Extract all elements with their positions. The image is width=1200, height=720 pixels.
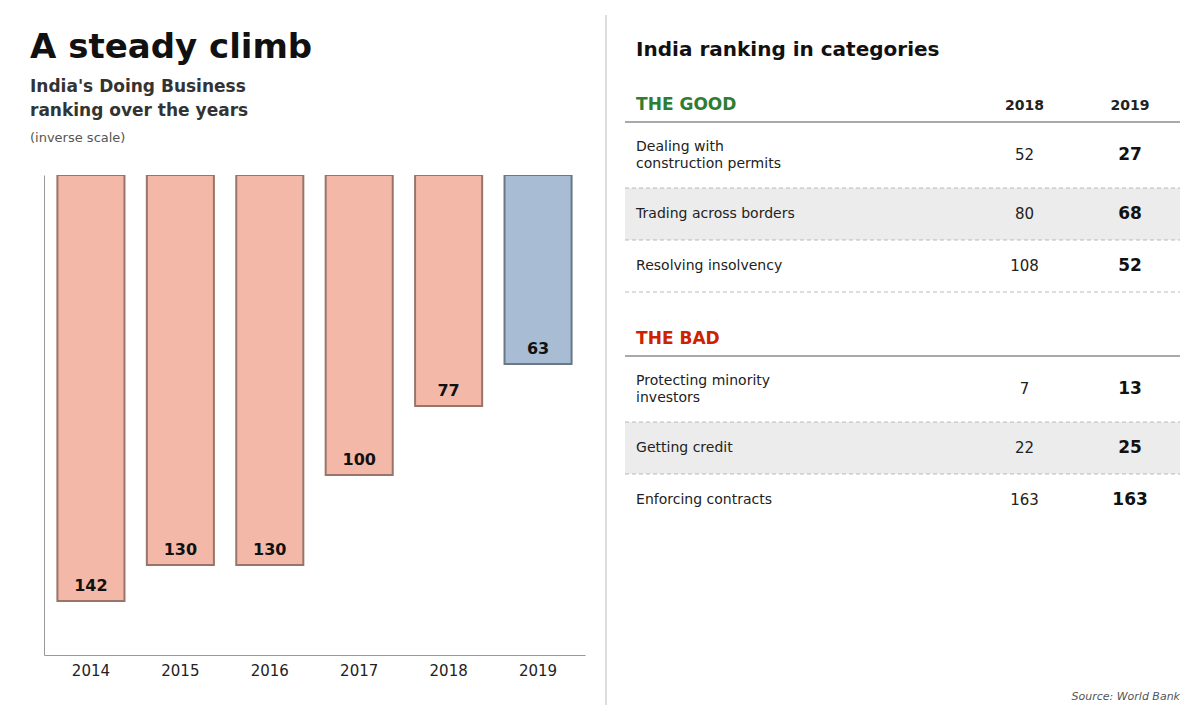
- data-label: 130: [164, 540, 197, 559]
- x-axis: 2014 2015 2016 2017 2018 2019: [45, 655, 586, 680]
- chart-svg: A steady climb India's Doing Business rank…: [0, 0, 1200, 720]
- x-tick: 2018: [430, 655, 468, 680]
- row-rule: [625, 188, 1180, 189]
- row-value: 163: [1010, 491, 1039, 509]
- section-rule: [625, 355, 1180, 356]
- bars: [57, 175, 571, 601]
- title: A steady climb: [30, 26, 312, 66]
- text-line: Getting credit: [636, 439, 733, 455]
- data-label: 142: [74, 576, 107, 595]
- table: India ranking in categories THE GOOD 2018 2…: [625, 37, 1181, 703]
- subtitle: India's Doing Business: [30, 76, 246, 96]
- data-label: 100: [343, 450, 376, 469]
- row-rule: [625, 474, 1180, 475]
- row-label: Trading across borders: [635, 205, 795, 221]
- bar: [57, 175, 124, 601]
- column-header: 2019: [1111, 97, 1150, 113]
- data-labels: 142 130 130 100 77 63: [74, 339, 549, 595]
- row-rule: [625, 240, 1180, 241]
- row-shade: [625, 188, 1180, 240]
- bar: [236, 175, 303, 565]
- subtitle: ranking over the years: [30, 100, 248, 120]
- row-value: 27: [1118, 144, 1142, 164]
- row-shade: [625, 422, 1180, 474]
- x-tick: 2014: [72, 655, 110, 680]
- row-label: Resolving insolvency: [636, 257, 782, 273]
- row-value: 52: [1118, 255, 1142, 275]
- chart-root: A steady climb India's Doing Business rank…: [0, 0, 1200, 720]
- column-header: 2018: [1005, 97, 1044, 113]
- x-axis-line: [45, 655, 586, 656]
- row-value: 13: [1118, 378, 1142, 398]
- text-line: Dealing with: [636, 138, 724, 154]
- x-tick: 2016: [251, 655, 289, 680]
- source: Source: World Bank: [1071, 690, 1180, 703]
- row-label: Getting credit: [636, 439, 733, 455]
- row-label: Protecting minorityinvestors: [636, 372, 770, 405]
- x-tick-label: 2014: [72, 662, 110, 680]
- x-tick: 2015: [161, 655, 199, 680]
- row-label: Enforcing contracts: [636, 491, 772, 507]
- note: (inverse scale): [30, 130, 125, 145]
- y-axis: [44, 176, 45, 656]
- row-rule: [625, 422, 1180, 423]
- row-value: 52: [1015, 146, 1034, 164]
- row-label: Dealing withconstruction permits: [636, 138, 781, 171]
- row-value: 108: [1010, 257, 1039, 275]
- x-tick-label: 2019: [519, 662, 557, 680]
- data-label: 63: [527, 339, 549, 358]
- bar: [326, 175, 393, 475]
- row-value: 163: [1112, 489, 1148, 509]
- row-value: 7: [1020, 380, 1030, 398]
- bar: [505, 175, 572, 364]
- row-value: 25: [1118, 437, 1142, 457]
- x-tick-label: 2016: [251, 662, 289, 680]
- data-label: 77: [437, 381, 459, 400]
- text-line: Protecting minority: [636, 372, 770, 388]
- text-line: investors: [636, 389, 700, 405]
- section-label: THE GOOD: [636, 94, 736, 114]
- text-line: Trading across borders: [635, 205, 795, 221]
- text-line: Resolving insolvency: [636, 257, 782, 273]
- x-tick-label: 2017: [340, 662, 378, 680]
- table-title: India ranking in categories: [636, 37, 939, 61]
- bar: [415, 175, 482, 406]
- row-value: 22: [1015, 439, 1034, 457]
- data-label: 130: [253, 540, 286, 559]
- section-rule: [625, 121, 1180, 122]
- x-tick: 2019: [519, 655, 557, 680]
- text-line: Enforcing contracts: [636, 491, 772, 507]
- divider: [606, 15, 607, 705]
- bar: [147, 175, 214, 565]
- x-tick-label: 2015: [161, 662, 199, 680]
- section-label: THE BAD: [636, 328, 720, 348]
- row-value: 80: [1015, 205, 1034, 223]
- text-line: construction permits: [636, 155, 781, 171]
- row-rule: [625, 292, 1180, 293]
- row-value: 68: [1118, 203, 1142, 223]
- x-tick: 2017: [340, 655, 378, 680]
- y-axis-line: [44, 176, 45, 656]
- x-tick-label: 2018: [430, 662, 468, 680]
